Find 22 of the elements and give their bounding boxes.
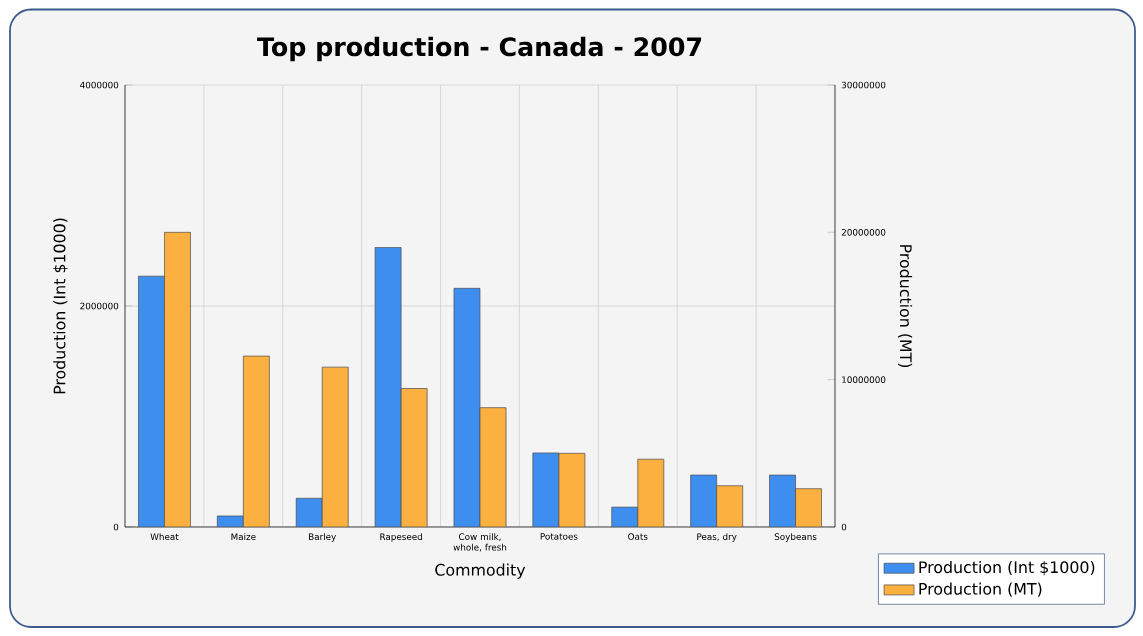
y-tick-label: 4000000 <box>80 81 119 89</box>
y2-axis-title: Production (MT) <box>897 245 913 368</box>
x-tick-label: Peas, dry <box>697 533 737 542</box>
y2-tick-label: 20000000 <box>841 229 886 236</box>
x-tick-label: Cow milk, whole, fresh <box>453 533 507 552</box>
y-tick-label: 0 <box>113 523 119 531</box>
legend-label: Production (Int $1000) <box>919 560 1095 576</box>
x-tick-label: Soybeans <box>774 533 817 542</box>
x-tick-label: Oats <box>628 533 648 540</box>
x-tick-label: Maize <box>231 533 256 541</box>
y-tick-label: 2000000 <box>80 302 119 310</box>
x-tick-label: Wheat <box>150 533 179 541</box>
x-axis-title: Commodity <box>435 563 526 579</box>
y-axis-title: Production (Int $1000) <box>53 218 68 394</box>
chart-title: Top production - Canada - 2007 <box>257 36 702 62</box>
y2-tick-label: 10000000 <box>842 376 886 384</box>
x-tick-label: Rapeseed <box>380 533 422 542</box>
y2-tick-label: 0 <box>841 523 847 531</box>
x-tick-label: Potatoes <box>540 533 578 540</box>
y2-tick-label: 30000000 <box>841 81 886 89</box>
x-tick-label: Barley <box>309 533 336 542</box>
legend-label: Production (MT) <box>919 582 1042 597</box>
